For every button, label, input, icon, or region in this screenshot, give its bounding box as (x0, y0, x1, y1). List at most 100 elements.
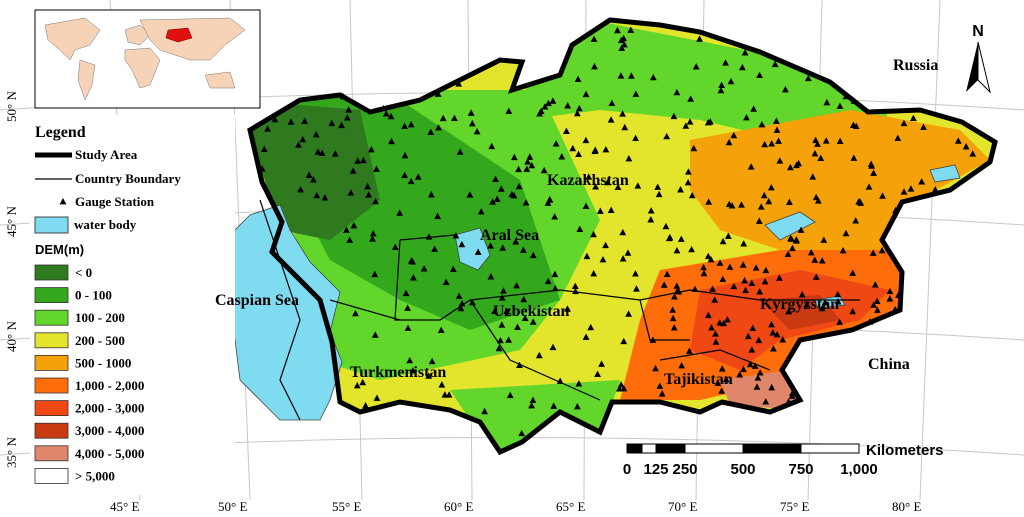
station (775, 137, 782, 144)
station (909, 114, 917, 122)
station (634, 182, 642, 189)
station (627, 72, 635, 79)
station (787, 234, 794, 242)
longitude-label: 80° E (892, 499, 921, 514)
station (575, 150, 583, 157)
station (709, 285, 717, 292)
station (886, 295, 894, 302)
station (748, 279, 756, 287)
north-arrow: N (966, 23, 991, 94)
station (493, 195, 501, 202)
station (691, 285, 699, 292)
station (434, 90, 442, 97)
station (495, 344, 503, 352)
station (865, 183, 873, 190)
station (407, 177, 415, 185)
station (522, 199, 530, 206)
station (692, 63, 700, 70)
station (779, 336, 787, 343)
station (704, 311, 712, 319)
station (620, 337, 628, 345)
station (730, 131, 738, 139)
station (590, 230, 597, 238)
station (660, 281, 668, 288)
scale-label: 125 (643, 461, 668, 478)
station (789, 244, 796, 252)
station (520, 246, 527, 253)
station (620, 41, 628, 48)
station (401, 122, 409, 130)
station (682, 122, 690, 129)
station (761, 140, 769, 148)
station (747, 163, 755, 170)
station (540, 166, 548, 174)
station (409, 367, 417, 374)
station (754, 374, 762, 381)
station (725, 138, 733, 146)
dem-swatch (34, 445, 69, 462)
station (541, 103, 549, 110)
station (696, 35, 703, 42)
station (474, 248, 482, 255)
legend: Legend Study Area Country Boundary Gauge St… (30, 115, 235, 495)
station (773, 126, 781, 133)
station (551, 270, 559, 278)
station (663, 270, 671, 278)
latitude-label: 50° N (4, 91, 19, 122)
station (647, 216, 655, 223)
station (404, 324, 412, 332)
station (788, 392, 796, 399)
station (402, 289, 410, 297)
station (669, 306, 677, 313)
map-labels: Russia Kazakhstan Aral Sea Caspian Sea Uzbek… (4, 57, 938, 514)
station (670, 324, 678, 331)
station (505, 336, 513, 343)
station (591, 147, 599, 155)
scale-label: 750 (788, 461, 813, 478)
station (514, 323, 521, 330)
station (741, 49, 749, 56)
dem-label: 200 - 500 (75, 333, 125, 348)
station (785, 398, 792, 405)
scale-unit: Kilometers (866, 442, 944, 459)
station (812, 273, 820, 280)
station (617, 381, 625, 388)
station (401, 171, 409, 179)
longitude-label: 45° E (110, 499, 139, 514)
station (458, 240, 466, 248)
station (537, 107, 545, 115)
station (708, 324, 715, 331)
station (870, 169, 877, 176)
station (684, 178, 692, 186)
legend-item: water body (74, 217, 137, 232)
station (575, 104, 583, 112)
station (425, 233, 433, 240)
station (271, 115, 279, 123)
station (607, 206, 615, 213)
place-label: Kyrgyzstan (760, 296, 839, 313)
station (931, 186, 939, 193)
station (969, 150, 977, 157)
station (373, 165, 380, 172)
station (455, 80, 463, 87)
station (352, 309, 359, 317)
scale-segment (626, 443, 643, 454)
station (260, 145, 268, 152)
station (299, 135, 307, 143)
station (469, 298, 476, 306)
station (870, 301, 878, 308)
dem-label: 4,000 - 5,000 (75, 446, 144, 461)
station (786, 163, 794, 171)
station (649, 336, 657, 343)
station (878, 246, 886, 254)
station (627, 26, 635, 33)
station (700, 269, 708, 277)
station (535, 351, 543, 359)
station (401, 151, 409, 159)
station (770, 345, 777, 352)
place-label: China (868, 356, 910, 373)
station (756, 71, 763, 79)
station (549, 97, 557, 104)
place-label: Uzbekistan (493, 303, 570, 320)
scale-segment (742, 443, 802, 454)
